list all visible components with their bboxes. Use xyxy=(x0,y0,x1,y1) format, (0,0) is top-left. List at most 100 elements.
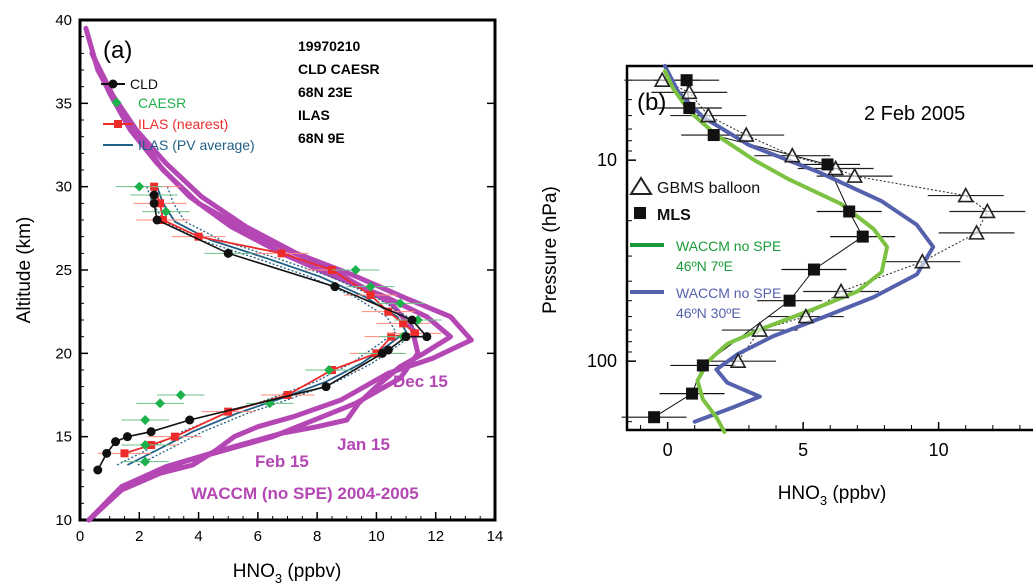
panel-a-x-tick-label: 2 xyxy=(135,528,143,545)
panel-b-series xyxy=(621,64,1026,434)
ilas-nearest-marker xyxy=(283,391,292,399)
caesr-marker xyxy=(134,181,145,192)
panel-a-legend: CLD CAESR ILAS (nearest) ILAS (PV averag… xyxy=(101,76,255,153)
waccm-curve-jan-15 xyxy=(86,50,453,523)
panel-b-x-tick-label: 0 xyxy=(663,440,673,460)
gbms-marker xyxy=(846,167,863,183)
panel-b-y-tick-label: 100 xyxy=(587,351,617,371)
caesr-marker xyxy=(350,265,361,275)
legend-waccm-7e-sublabel: 46ºN 7ºE xyxy=(676,258,733,274)
mls-marker xyxy=(683,101,696,114)
cld-marker xyxy=(223,248,233,258)
caesr-marker xyxy=(161,206,171,217)
legend-gbms-marker xyxy=(629,176,653,195)
cld-marker xyxy=(102,448,112,458)
panel-a-info-block: 19970210 CLD CAESR 68N 23E ILAS 68N 9E xyxy=(298,38,380,146)
legend-waccm-30e-label: WACCM no SPE xyxy=(676,285,781,301)
legend-mls-label: MLS xyxy=(657,207,691,224)
panel-a-x-tick-label: 14 xyxy=(487,528,504,545)
panel-a-ticks: 0 2 4 6 8 10 12 14 10 15 20 25 30 35 40 xyxy=(55,12,503,545)
panel-a-y-tick-label: 30 xyxy=(55,179,72,196)
panel-a-y-tick-label: 10 xyxy=(55,512,72,529)
gbms-marker xyxy=(729,352,747,368)
ilas-nearest-line xyxy=(124,186,418,455)
gbms-marker xyxy=(653,71,671,87)
mls-marker xyxy=(821,158,834,171)
panel-b-label: (b) xyxy=(637,89,666,116)
panel-a: 0 2 4 6 8 10 12 14 10 15 20 25 30 35 40 (a) 19970210 C… xyxy=(14,12,503,584)
cld-marker xyxy=(111,437,121,447)
gbms-marker xyxy=(957,186,975,203)
caesr-marker xyxy=(365,281,376,292)
cld-marker xyxy=(93,465,103,475)
panel-a-observation-series xyxy=(93,181,442,475)
panel-a-y-axis-label: Altitude (km) xyxy=(14,217,35,324)
legend-cld-label: CLD xyxy=(130,76,158,92)
ilas-nearest-marker xyxy=(120,449,129,458)
ilas-nearest-marker xyxy=(366,291,375,299)
gbms-marker xyxy=(680,83,698,100)
gbms-line xyxy=(661,79,989,362)
cld-marker xyxy=(185,415,195,425)
panel-a-y-tick-label: 20 xyxy=(55,345,72,362)
panel-b: 0 5 10 10 100 (b) 2 Feb 2005 GBMS balloon ML… xyxy=(540,64,1033,508)
panel-a-x-tick-label: 6 xyxy=(254,528,262,545)
mls-marker xyxy=(707,129,720,142)
annotation-waccm: WACCM (no SPE) 2004-2005 xyxy=(191,484,419,503)
panel-a-x-tick-label: 0 xyxy=(76,528,84,545)
panel-b-date: 2 Feb 2005 xyxy=(864,103,965,125)
waccm-curve-feb-15 xyxy=(86,50,474,523)
gbms-marker xyxy=(979,202,996,219)
gbms-marker xyxy=(783,147,801,163)
ilas-nearest-marker xyxy=(277,249,286,258)
panel-a-x-axis-label: HNO3 (ppbv) xyxy=(233,561,342,584)
info-line-3: 68N 23E xyxy=(298,84,352,100)
ilas-nearest-marker xyxy=(224,407,233,416)
cld-marker xyxy=(321,382,331,392)
panel-a-x-tick-label: 10 xyxy=(368,528,385,545)
annotation-feb15: Feb 15 xyxy=(255,452,309,471)
mls-marker xyxy=(680,74,693,87)
panel-a-annotations: Dec 15 Jan 15 Feb 15 WACCM (no SPE) 2004… xyxy=(191,372,448,503)
ilas-nearest-marker xyxy=(156,199,165,208)
gbms-marker xyxy=(797,307,815,324)
mls-marker xyxy=(783,294,796,307)
legend-mls-marker xyxy=(634,207,646,219)
panel-b-y-tick-label: 10 xyxy=(597,150,617,170)
cld-marker xyxy=(149,198,159,208)
gbms-marker xyxy=(914,253,931,269)
ilas-pv-upper-bound xyxy=(137,186,418,466)
legend-caesr-label: CAESR xyxy=(138,95,186,111)
panel-a-y-tick-label: 25 xyxy=(55,262,72,279)
panel-a-x-tick-label: 12 xyxy=(427,528,444,545)
panel-b-legend: GBMS balloon MLS WACCM no SPE 46ºN 7ºE W… xyxy=(629,176,781,321)
info-line-1: 19970210 xyxy=(298,38,361,54)
panel-a-y-tick-label: 40 xyxy=(55,12,72,29)
caesr-marker xyxy=(175,390,186,400)
ilas-nearest-marker xyxy=(384,307,393,316)
legend-waccm-7e-label: WACCM no SPE xyxy=(676,238,781,254)
caesr-marker xyxy=(140,415,151,425)
cld-marker xyxy=(401,332,411,342)
panel-a-y-tick-label: 15 xyxy=(55,429,72,446)
panel-b-x-tick-label: 10 xyxy=(929,440,949,460)
mls-marker xyxy=(843,205,856,218)
gbms-marker xyxy=(699,106,717,123)
cld-marker xyxy=(146,427,156,437)
ilas-nearest-marker xyxy=(399,319,408,328)
mls-marker xyxy=(686,387,699,400)
caesr-marker xyxy=(395,298,406,309)
legend-ilas-nearest-marker xyxy=(114,120,122,128)
caesr-marker xyxy=(155,398,165,409)
legend-waccm-30e-sublabel: 46ºN 30ºE xyxy=(676,305,741,321)
panel-b-x-tick-label: 5 xyxy=(798,440,808,460)
mls-marker xyxy=(696,359,709,372)
legend-gbms-label: GBMS balloon xyxy=(657,180,760,197)
info-line-2: CLD CAESR xyxy=(298,61,380,77)
panel-a-x-tick-label: 4 xyxy=(194,528,202,545)
legend-cld-marker xyxy=(108,79,118,89)
gbms-marker xyxy=(737,126,755,142)
cld-marker xyxy=(422,332,432,342)
annotation-dec15: Dec 15 xyxy=(393,372,448,391)
